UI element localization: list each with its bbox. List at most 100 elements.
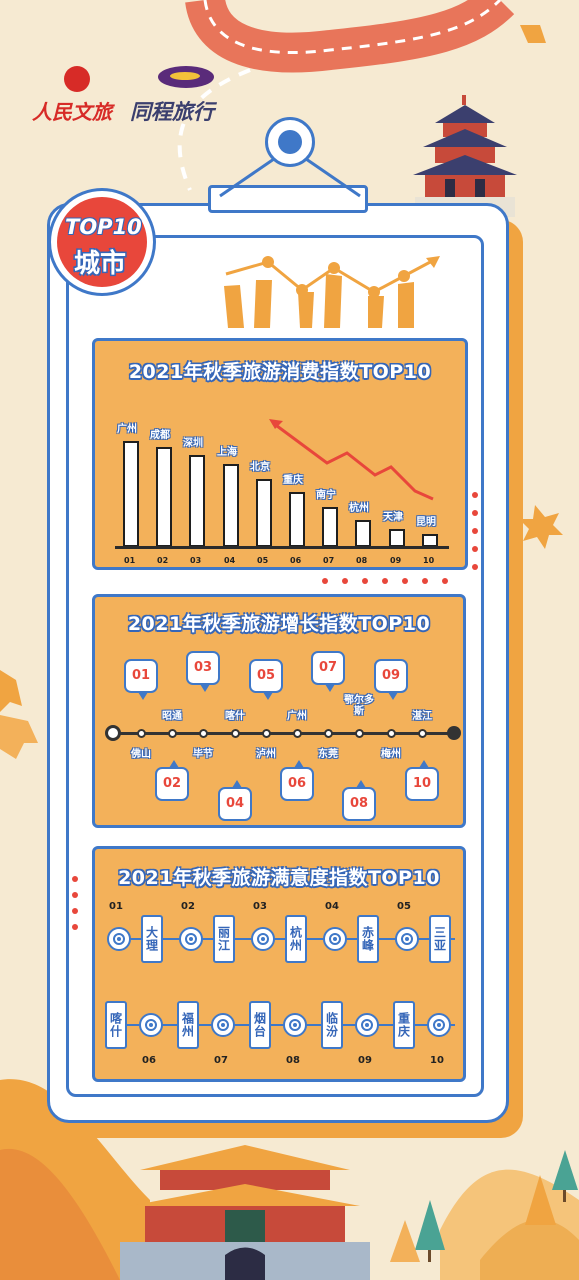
bar-08 xyxy=(355,520,371,547)
timeline-dot xyxy=(387,729,396,738)
red-dot xyxy=(472,546,478,552)
rank-bubble: 10 xyxy=(405,760,439,801)
growth-city-label: 毕节 xyxy=(193,749,213,760)
gate-building-illustration xyxy=(120,1145,370,1280)
bar-01 xyxy=(123,441,139,547)
growth-city-label: 梅州 xyxy=(381,749,401,760)
bubble-tail xyxy=(294,760,304,768)
bar-city-label: 重庆 xyxy=(283,475,303,486)
bubble-tail xyxy=(325,684,335,692)
bar-rank-label: 06 xyxy=(290,556,302,565)
rank-bubble: 06 xyxy=(280,760,314,801)
satisfaction-city-tag: 丽江 xyxy=(213,915,235,963)
growth-panel: 2021年秋季旅游增长指数TOP10 佛山 01 昭通 02 毕节 03 喀什 04 泸州 05 广… xyxy=(92,594,466,828)
satisfaction-city-tag: 临汾 xyxy=(321,1001,343,1049)
bar-city-label: 成都 xyxy=(150,430,170,441)
clip-pin-center-icon xyxy=(278,130,302,154)
bubble-tail xyxy=(232,780,242,788)
satisfaction-items: 01 大理 02 丽江 03 杭州 04 赤峰 05 三亚 喀什 06 福州 07 烟台 08 临汾 09 重庆 10 xyxy=(95,849,469,1085)
growth-city-label: 佛山 xyxy=(131,749,151,760)
badge-line1: TOP10 xyxy=(65,215,142,239)
satisfaction-city-tag: 烟台 xyxy=(249,1001,271,1049)
satisfaction-city-tag: 三亚 xyxy=(429,915,451,963)
people-culture-logo: 人民文旅 xyxy=(30,66,130,126)
consumption-title: 2021年秋季旅游消费指数TOP10 xyxy=(128,361,432,383)
clipboard-clip xyxy=(208,185,368,213)
bar-rank-label: 01 xyxy=(124,556,136,565)
consumption-bar-area: 广州 01 成都 02 深圳 03 上海 04 北京 05 重庆 06 南宁 07 杭州 08 天津 09 昆明 10 xyxy=(117,407,443,565)
growth-city-label: 泸州 xyxy=(256,749,276,760)
timeline-dot xyxy=(262,729,271,738)
growth-city-label: 东莞 xyxy=(318,749,338,760)
timeline-start-ring xyxy=(105,725,121,741)
satisfaction-rank: 06 xyxy=(142,1055,156,1066)
red-dot xyxy=(422,578,428,584)
dot-column-left-3 xyxy=(72,876,80,936)
rank-ring-icon xyxy=(107,927,131,951)
red-dot xyxy=(322,578,328,584)
satisfaction-city-tag: 福州 xyxy=(177,1001,199,1049)
timeline-dot xyxy=(324,729,333,738)
bar-city-label: 上海 xyxy=(217,447,237,458)
bar-rank-label: 05 xyxy=(257,556,269,565)
rank-bubble: 02 xyxy=(155,760,189,801)
satisfaction-city-tag: 杭州 xyxy=(285,915,307,963)
rank-bubble: 01 xyxy=(124,659,158,700)
rank-ring-icon xyxy=(355,1013,379,1037)
rank-ring-icon xyxy=(283,1013,307,1037)
rank-bubble: 07 xyxy=(311,651,345,692)
bar-city-label: 昆明 xyxy=(416,517,436,528)
bubble-tail xyxy=(138,692,148,700)
timeline-dot xyxy=(418,729,427,738)
red-dot xyxy=(442,578,448,584)
satisfaction-rank: 03 xyxy=(253,901,267,912)
satisfaction-rank: 05 xyxy=(397,901,411,912)
rank-ring-icon xyxy=(323,927,347,951)
satisfaction-title: 2021年秋季旅游满意度指数TOP10 xyxy=(118,867,440,889)
bar-city-label: 南宁 xyxy=(316,490,336,501)
growth-city-label: 鄂尔多斯 xyxy=(344,695,374,717)
bar-city-label: 天津 xyxy=(383,512,403,523)
ly-com-logo-text: 同程旅行 xyxy=(130,100,214,124)
satisfaction-panel: 2021年秋季旅游满意度指数TOP10 01 大理 02 丽江 03 杭州 04 赤峰 05 三亚… xyxy=(92,846,466,1082)
bubble-tail xyxy=(419,760,429,768)
logo-blimp-stripe-icon xyxy=(170,72,200,80)
red-dot xyxy=(72,892,78,898)
timeline-dot xyxy=(199,729,208,738)
bar-city-label: 深圳 xyxy=(183,438,203,449)
bar-city-label: 北京 xyxy=(250,462,270,473)
rank-bubble: 05 xyxy=(249,659,283,700)
satisfaction-rank: 09 xyxy=(358,1055,372,1066)
timeline-dot xyxy=(355,729,364,738)
timeline-dot xyxy=(168,729,177,738)
rank-ring-icon xyxy=(395,927,419,951)
dot-column-right-1 xyxy=(472,492,480,582)
bar-rank-label: 04 xyxy=(224,556,236,565)
bar-05 xyxy=(256,479,272,547)
rank-bubble: 04 xyxy=(218,780,252,821)
bar-rank-label: 02 xyxy=(157,556,169,565)
timeline-dot xyxy=(293,729,302,738)
bar-rank-label: 09 xyxy=(390,556,402,565)
growth-city-label: 昭通 xyxy=(162,711,182,722)
bubble-tail xyxy=(356,780,366,788)
satisfaction-rank: 02 xyxy=(181,901,195,912)
bar-07 xyxy=(322,507,338,547)
bar-city-label: 杭州 xyxy=(349,503,369,514)
satisfaction-rank: 07 xyxy=(214,1055,228,1066)
rank-ring-icon xyxy=(139,1013,163,1037)
bar-04 xyxy=(223,464,239,547)
rank-bubble: 03 xyxy=(186,651,220,692)
red-dot xyxy=(472,528,478,534)
ly-com-logo: 同程旅行 xyxy=(130,66,240,126)
bar-rank-label: 08 xyxy=(356,556,368,565)
timeline-end-dot xyxy=(447,726,461,740)
red-dot xyxy=(72,908,78,914)
bar-02 xyxy=(156,447,172,547)
trend-decoration xyxy=(224,256,440,328)
badge-line2: 城市 xyxy=(74,249,127,279)
dot-row-bottom-1 xyxy=(322,578,462,586)
red-dot xyxy=(472,564,478,570)
satisfaction-rank: 01 xyxy=(109,901,123,912)
consumption-trend-arrow xyxy=(269,419,434,501)
